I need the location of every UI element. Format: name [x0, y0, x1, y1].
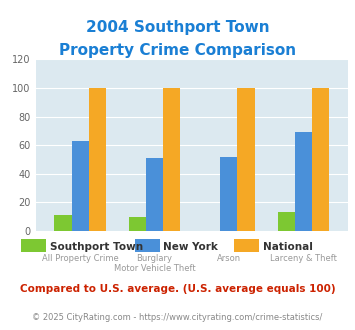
Bar — [295, 132, 312, 231]
Text: Compared to U.S. average. (U.S. average equals 100): Compared to U.S. average. (U.S. average … — [20, 284, 335, 294]
Bar — [129, 217, 146, 231]
Bar — [89, 88, 106, 231]
Text: 2004 Southport Town: 2004 Southport Town — [86, 20, 269, 35]
Bar — [54, 215, 72, 231]
Text: Burglary: Burglary — [137, 254, 173, 263]
Text: New York: New York — [163, 242, 218, 251]
Bar — [278, 213, 295, 231]
Text: Southport Town: Southport Town — [50, 242, 143, 251]
Text: Arson: Arson — [217, 254, 241, 263]
Text: All Property Crime: All Property Crime — [42, 254, 119, 263]
Text: © 2025 CityRating.com - https://www.cityrating.com/crime-statistics/: © 2025 CityRating.com - https://www.city… — [32, 313, 323, 322]
Bar — [220, 157, 237, 231]
Text: Motor Vehicle Theft: Motor Vehicle Theft — [114, 264, 195, 273]
Bar — [312, 88, 329, 231]
Bar — [146, 158, 163, 231]
Bar — [163, 88, 180, 231]
Text: National: National — [263, 242, 312, 251]
Bar — [237, 88, 255, 231]
Text: Property Crime Comparison: Property Crime Comparison — [59, 43, 296, 58]
Text: Larceny & Theft: Larceny & Theft — [270, 254, 337, 263]
Bar — [72, 141, 89, 231]
